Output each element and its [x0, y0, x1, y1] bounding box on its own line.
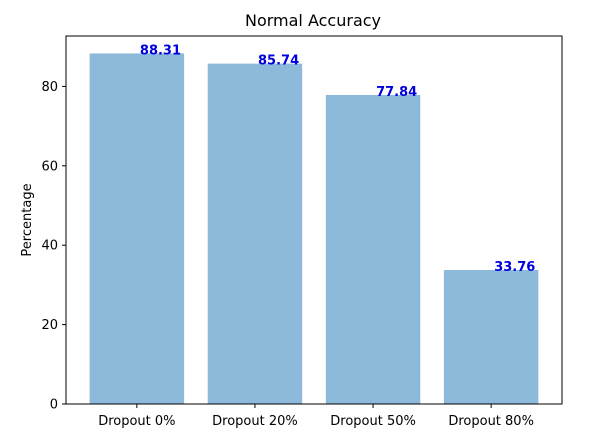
plot-frame — [65, 35, 563, 405]
value-labels: 88.31 85.74 77.84 33.76 — [140, 43, 535, 275]
chart-title: Normal Accuracy — [245, 11, 381, 30]
x-tick-label: Dropout 50% — [330, 414, 416, 429]
x-axis: Dropout 0% Dropout 20% Dropout 50% Dropout … — [98, 404, 534, 429]
bar-4 — [443, 269, 539, 404]
y-tick-label: 20 — [41, 318, 58, 333]
bars-layer — [89, 53, 539, 405]
y-tick-label: 80 — [41, 80, 58, 95]
y-tick-label: 60 — [41, 159, 58, 174]
y-axis: 0 20 40 60 80 — [41, 80, 66, 413]
bar-1 — [89, 53, 185, 404]
x-tick-label: Dropout 0% — [98, 414, 175, 429]
bar-2 — [207, 63, 303, 405]
value-label: 85.74 — [258, 54, 299, 69]
y-axis-label: Percentage — [20, 183, 35, 256]
x-tick-label: Dropout 20% — [212, 414, 298, 429]
value-label: 33.76 — [494, 260, 535, 275]
x-tick-label: Dropout 80% — [448, 414, 534, 429]
value-label: 77.84 — [376, 85, 417, 100]
bar-3 — [325, 94, 421, 405]
y-tick-label: 0 — [50, 398, 58, 413]
value-label: 88.31 — [140, 43, 181, 58]
y-tick-label: 40 — [41, 239, 58, 254]
